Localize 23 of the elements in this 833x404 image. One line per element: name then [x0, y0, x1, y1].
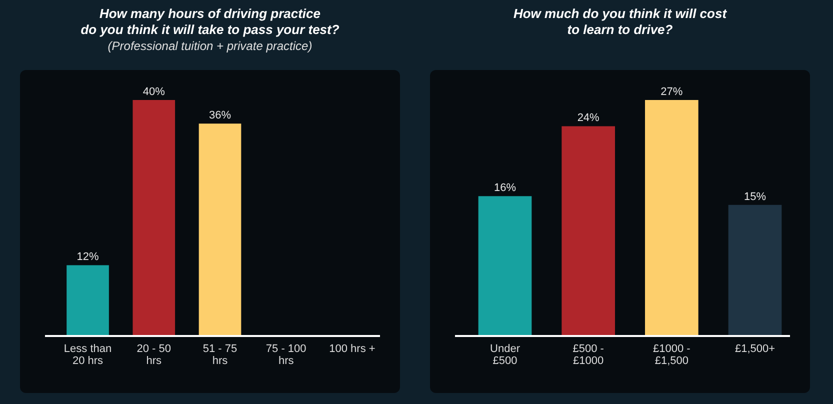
chart-subtitle: (Professional tuition + private practice): [108, 39, 312, 53]
bar: [478, 196, 532, 336]
data-label: 15%: [744, 190, 766, 203]
x-tick-label: 75 - 100 hrs: [266, 343, 306, 367]
chart-title: How much do you think it will cost to learn to drive?: [513, 6, 728, 37]
x-tick-label: Less than 20 hrs: [64, 343, 112, 367]
bar: [728, 204, 782, 336]
x-tick-label: 51 - 75 hrs: [202, 343, 238, 367]
data-label: 24%: [577, 112, 600, 124]
bar: [562, 126, 615, 336]
data-label: 16%: [494, 182, 516, 194]
x-tick-label: £1,500+: [734, 343, 776, 355]
data-label: 36%: [208, 110, 232, 122]
x-tick-label: £500 - £1000: [572, 343, 604, 367]
chart-title: How many hours of driving practice do you think it will take to pass your test?: [80, 6, 340, 37]
data-label: 12%: [76, 251, 99, 264]
x-tick-label: 100 hrs +: [329, 343, 376, 355]
x-tick-label: Under £500: [490, 343, 520, 367]
bar: [645, 100, 698, 336]
data-label: 40%: [142, 86, 166, 98]
data-label: 27%: [660, 86, 683, 98]
x-tick-label: 20 - 50 hrs: [136, 343, 172, 367]
x-tick-label: £1000 - £1,500: [653, 343, 691, 367]
